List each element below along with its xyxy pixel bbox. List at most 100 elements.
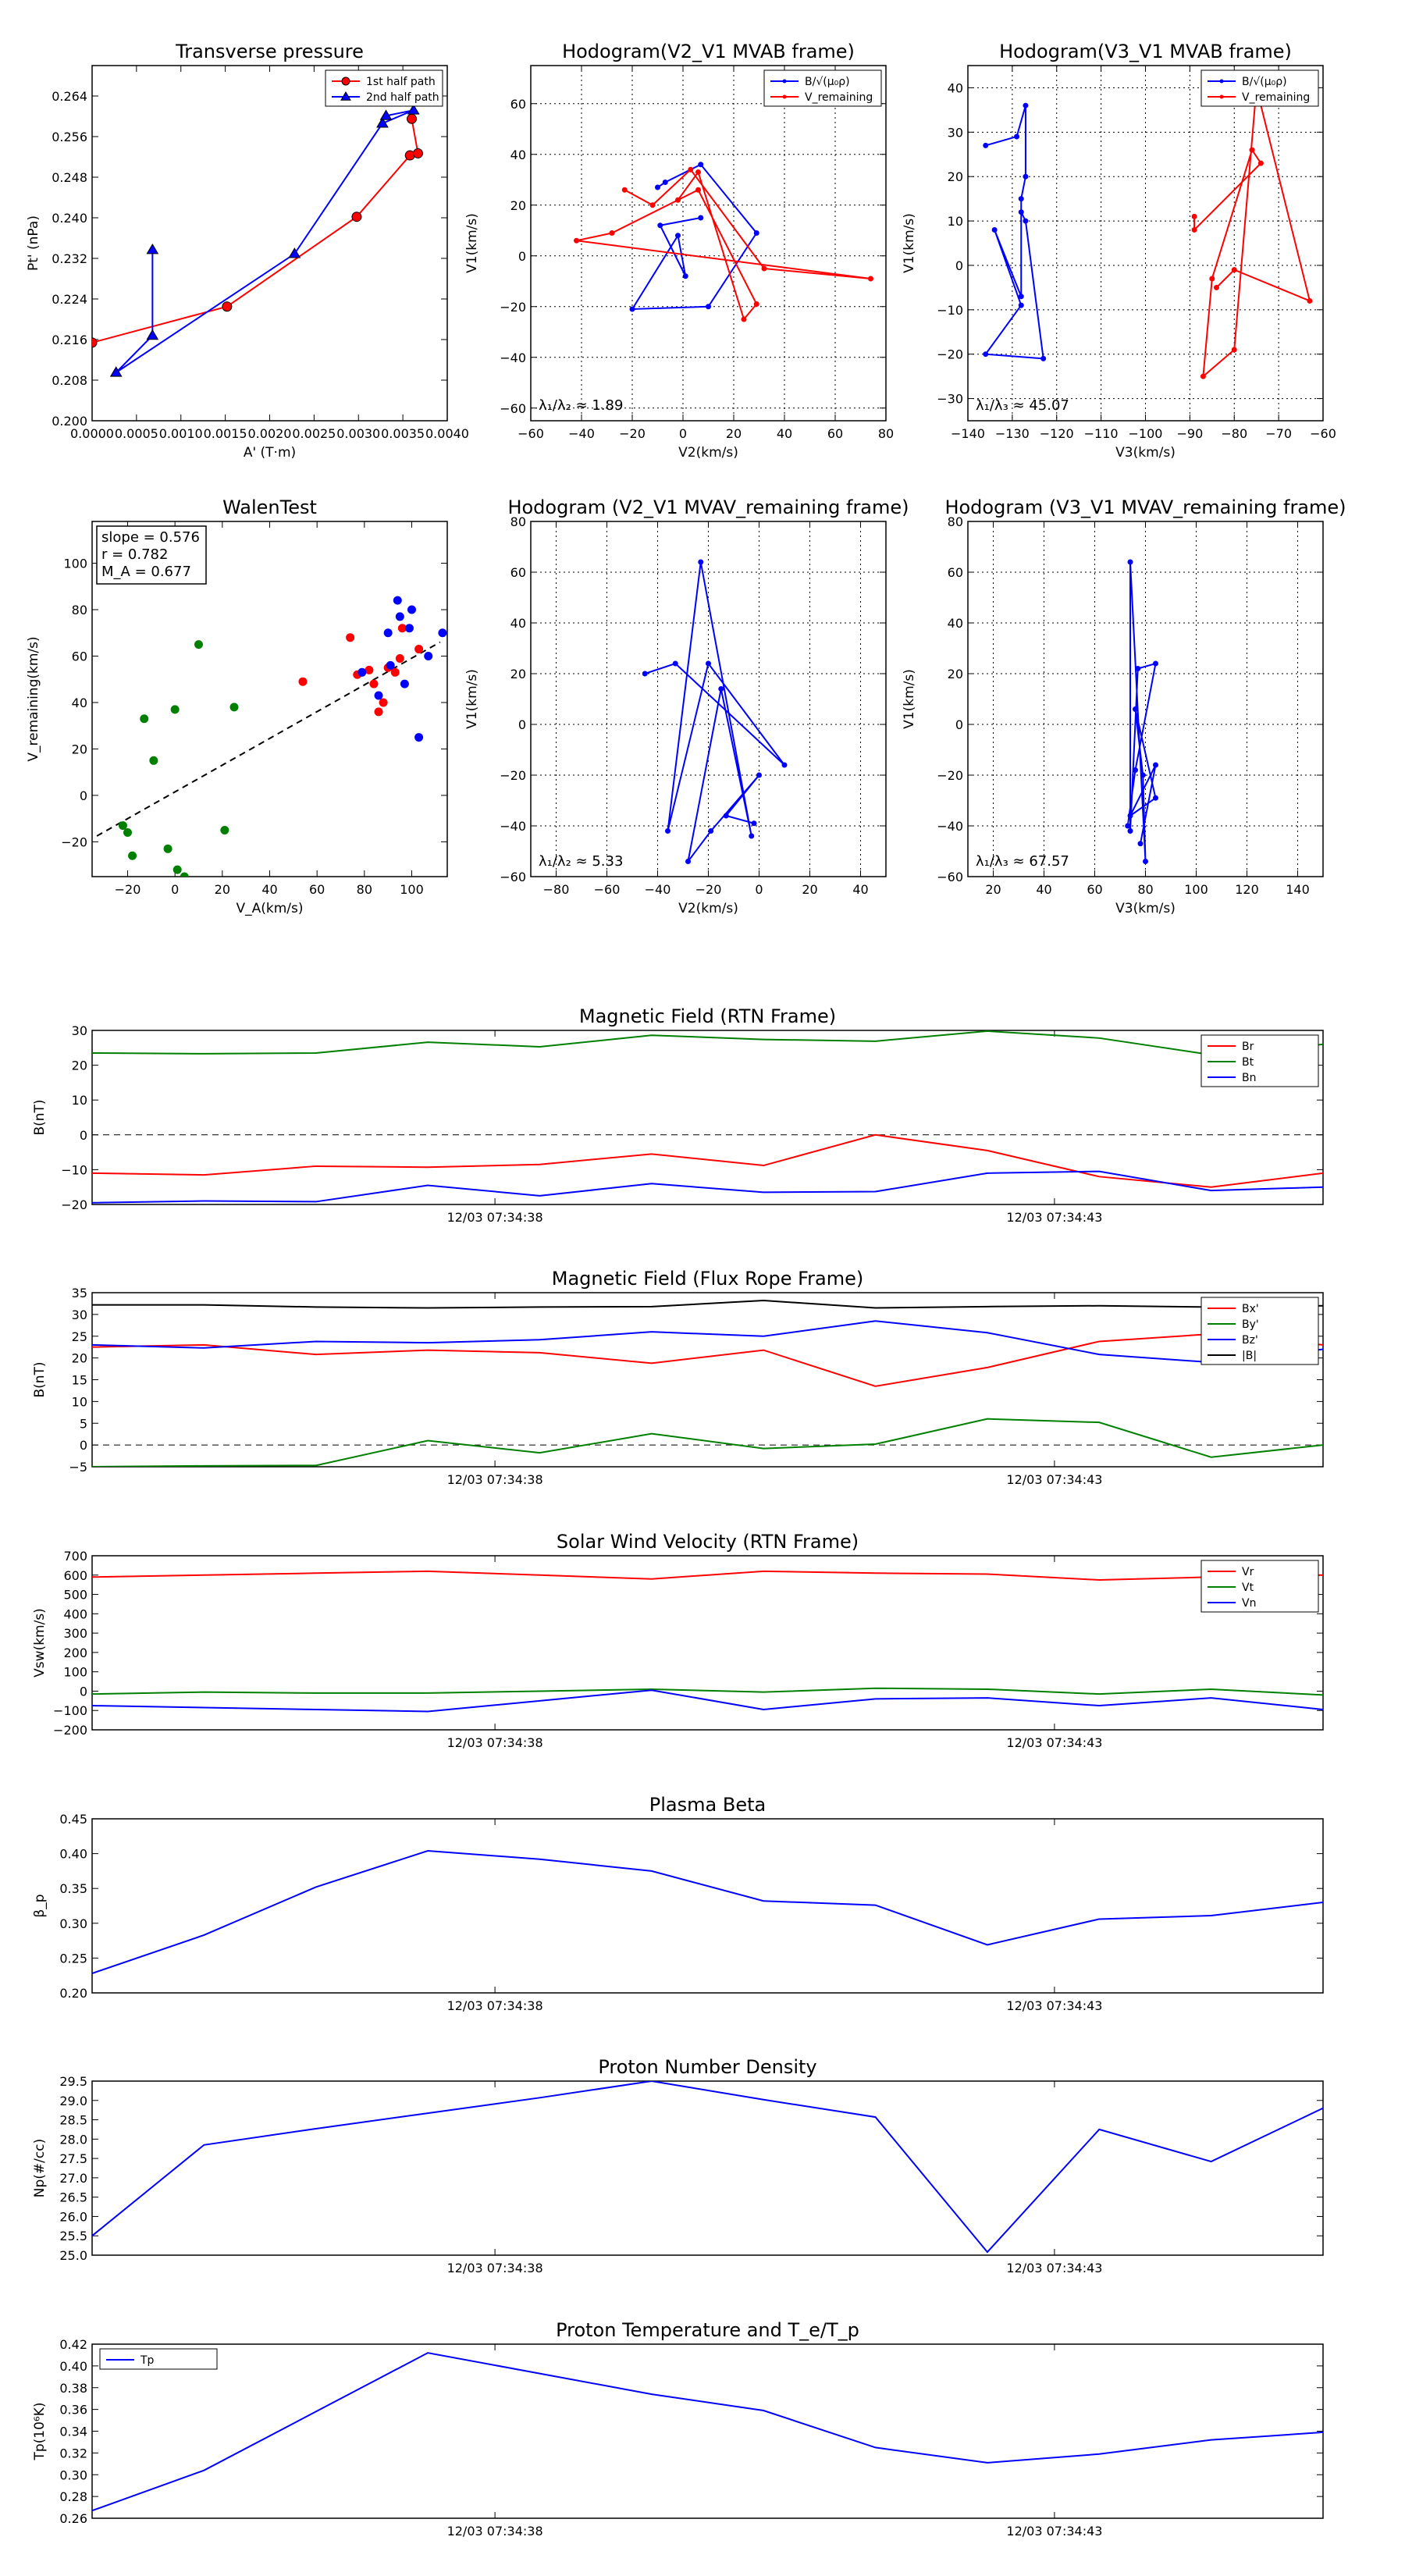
hodogram-v3-v1-mvab-xtick-label-7: −70 <box>1265 426 1292 441</box>
magnetic-field-flux-rope-series-1-line <box>92 1418 1323 1467</box>
solar-wind-velocity-ytick-label-6: 400 <box>63 1606 87 1621</box>
plasma-beta-ytick-label-4: 0.40 <box>59 1847 87 1862</box>
hodogram-v2-v1-mvab-series-1-point-5 <box>574 237 579 244</box>
hodogram-v3-v1-mvab-ytick-label-4: 10 <box>948 214 963 229</box>
magnetic-field-flux-rope-series-2-line <box>92 1320 1323 1364</box>
transverse-pressure-ylabel: Pt' (nPa) <box>26 215 41 271</box>
solar-wind-velocity-ytick-label-4: 200 <box>63 1646 87 1660</box>
plasma-beta-ylabel: β_p <box>32 1894 48 1917</box>
plasma-beta-chart: 0.20 0.25 0.30 0.35 0.40 0.45 12/03 07:34:38 12… <box>32 1794 1324 2013</box>
walen-test-chart: −20 0 20 40 60 80 100 −20 0 20 40 60 80 100 WalenTest V… <box>26 496 448 916</box>
proton-number-density-xtick-label-1: 12/03 07:34:43 <box>1006 2261 1102 2275</box>
hodogram-v3-v1-mvab-series-0-point-9 <box>1040 355 1047 361</box>
hodogram-v2-v1-mvav-series-0-point-9 <box>708 828 714 834</box>
hodogram-v2-v1-mvab-legend-marker-1 <box>782 94 787 99</box>
magnetic-field-rtn-frame <box>91 1030 1324 1205</box>
transverse-pressure-xtick-label-7: 0.0035 <box>381 426 425 441</box>
magnetic-field-flux-rope-ytick-label-7: 30 <box>72 1308 87 1322</box>
transverse-pressure-xtick-label-8: 0.0040 <box>425 426 469 441</box>
magnetic-field-flux-rope-xtick-label-1: 12/03 07:34:43 <box>1006 1472 1102 1487</box>
hodogram-v2-v1-mvab-series-1-point-7 <box>695 187 701 193</box>
hodogram-v3-v1-mvab-series-1-point-9 <box>1231 267 1237 273</box>
magnetic-field-flux-rope-ytick-label-4: 15 <box>72 1373 87 1388</box>
hodogram-v2-v1-mvav-series-0-point-7 <box>718 686 724 692</box>
hodogram-v3-v1-mvav-series-0-point-3 <box>1135 666 1141 671</box>
hodogram-v2-v1-mvab-xtick-label-3: 0 <box>679 426 687 441</box>
magnetic-field-rtn-xtick-label-1: 12/03 07:34:43 <box>1006 1210 1102 1225</box>
magnetic-field-rtn-legend-label-1: Bt <box>1242 1056 1254 1069</box>
magnetic-field-flux-rope-ytick-label-3: 10 <box>72 1394 87 1409</box>
hodogram-v3-v1-mvab-xtick-label-3: −110 <box>1084 426 1119 441</box>
solar-wind-velocity-title: Solar Wind Velocity (RTN Frame) <box>557 1531 859 1553</box>
hodogram-v2-v1-mvab-ytick-label-5: 40 <box>510 148 526 162</box>
hodogram-v3-v1-mvab-series-1-point-4 <box>1209 276 1215 282</box>
transverse-pressure-series-1-point-4 <box>376 117 389 128</box>
hodogram-v2-v1-mvab-series-0-point-0 <box>655 184 660 190</box>
solar-wind-velocity-legend-label-2: Vn <box>1242 1597 1256 1610</box>
hodogram-v3-v1-mvav-chart: −60 −40 −20 0 20 40 60 80 20 40 60 80 100 120 140 Hodog… <box>902 496 1346 916</box>
hodogram-v3-v1-mvab-xlabel: V3(km/s) <box>1115 445 1176 461</box>
walen-test-title: WalenTest <box>222 496 317 518</box>
hodogram-v3-v1-mvav-xlabel: V3(km/s) <box>1115 901 1176 916</box>
hodogram-v2-v1-mvav-xtick-label-0: −80 <box>543 882 570 897</box>
magnetic-field-flux-rope-ylabel: B(nT) <box>32 1361 48 1397</box>
hodogram-v2-v1-mvab-series-1-point-6 <box>609 230 615 236</box>
hodogram-v2-v1-mvab-series-1-point-0 <box>621 187 628 193</box>
transverse-pressure-xlabel: A' (T·m) <box>244 445 296 461</box>
hodogram-v2-v1-mvab-series-1-point-4 <box>868 276 873 282</box>
hodogram-v3-v1-mvab-ytick-label-7: 40 <box>948 80 963 95</box>
proton-temperature-ylabel: Tp(10⁶K) <box>32 2402 48 2460</box>
plasma-beta-ytick-label-0: 0.20 <box>59 1986 87 2001</box>
hodogram-v3-v1-mvab-series-0-point-5 <box>1018 294 1024 300</box>
magnetic-field-rtn-plot-area <box>92 1030 1323 1204</box>
hodogram-v3-v1-mvav-ytick-label-7: 80 <box>948 514 963 529</box>
solar-wind-velocity-ylabel: Vsw(km/s) <box>32 1608 48 1678</box>
hodogram-v2-v1-mvab-series-0-point-1 <box>662 180 668 185</box>
walen-test-series-1-point-5 <box>374 707 383 717</box>
walen-test-ylabel: V_remaining(km/s) <box>26 636 41 761</box>
hodogram-v3-v1-mvab-series-1-point-8 <box>1307 297 1313 304</box>
proton-number-density-title: Proton Number Density <box>598 2056 816 2078</box>
proton-temperature-frame <box>91 2343 1324 2519</box>
walen-test-annotation-line-1: r = 0.782 <box>101 546 168 563</box>
hodogram-v2-v1-mvab-legend-label-1: V_remaining <box>805 91 873 104</box>
hodogram-v2-v1-mvav-ytick-label-3: 0 <box>518 717 526 732</box>
hodogram-v2-v1-mvab-xtick-label-1: −40 <box>568 426 595 441</box>
hodogram-v3-v1-mvav-xtick-label-2: 60 <box>1087 882 1102 897</box>
hodogram-v3-v1-mvav-series-0-point-1 <box>1133 767 1138 773</box>
magnetic-field-flux-rope-xtick-label-0: 12/03 07:34:38 <box>447 1472 543 1487</box>
hodogram-v3-v1-mvab-series-0-point-7 <box>1018 302 1024 308</box>
hodogram-v3-v1-mvav-series-0-point-8 <box>1133 706 1138 712</box>
hodogram-v3-v1-mvab-title: Hodogram(V3_V1 MVAB frame) <box>999 41 1292 62</box>
hodogram-v2-v1-mvab-ytick-label-2: −20 <box>500 300 526 315</box>
proton-number-density-ytick-label-1: 25.5 <box>59 2229 87 2243</box>
hodogram-v3-v1-mvab-series-0-point-11 <box>1018 209 1024 215</box>
transverse-pressure-series-0-point-4 <box>412 148 423 158</box>
walen-test-series-1-point-4 <box>369 679 379 688</box>
hodogram-v3-v1-mvab-series-1-point-5 <box>1200 373 1206 379</box>
transverse-pressure-xtick-label-2: 0.0010 <box>159 426 203 441</box>
hodogram-v3-v1-mvab-xtick-label-0: −140 <box>951 426 985 441</box>
transverse-pressure-ytick-label-4: 0.232 <box>52 251 87 266</box>
magnetic-field-flux-rope-series-0-line <box>92 1332 1323 1387</box>
hodogram-v2-v1-mvab-series-1-point-10 <box>695 169 701 175</box>
hodogram-v2-v1-mvav-xtick-label-3: −20 <box>695 882 722 897</box>
hodogram-v3-v1-mvav-title: Hodogram (V3_V1 MVAV_remaining frame) <box>944 496 1346 518</box>
hodogram-v3-v1-mvab-series-1-point-3 <box>1249 147 1255 153</box>
magnetic-field-flux-rope-plot-area <box>92 1300 1323 1467</box>
magnetic-field-rtn-title: Magnetic Field (RTN Frame) <box>579 1005 836 1027</box>
walen-test-ytick-label-6: 100 <box>63 557 87 571</box>
magnetic-field-rtn-legend-label-2: Bn <box>1242 1072 1256 1084</box>
walen-test-series-0-point-1 <box>123 827 132 837</box>
proton-number-density-series-0-line <box>92 2081 1323 2254</box>
hodogram-v3-v1-mvav-ytick-label-1: −40 <box>937 819 963 834</box>
walen-test-series-2-point-10 <box>424 651 433 660</box>
transverse-pressure-xtick-label-1: 0.0005 <box>115 426 158 441</box>
proton-temperature-ytick-label-4: 0.34 <box>59 2425 87 2439</box>
walen-test-xtick-label-4: 60 <box>309 882 325 897</box>
hodogram-v2-v1-mvab-ytick-label-6: 60 <box>510 97 526 112</box>
transverse-pressure-series-0-line <box>92 119 419 343</box>
hodogram-v2-v1-mvab-series-0-point-3 <box>753 230 759 236</box>
magnetic-field-rtn-series-1-line <box>92 1030 1323 1056</box>
